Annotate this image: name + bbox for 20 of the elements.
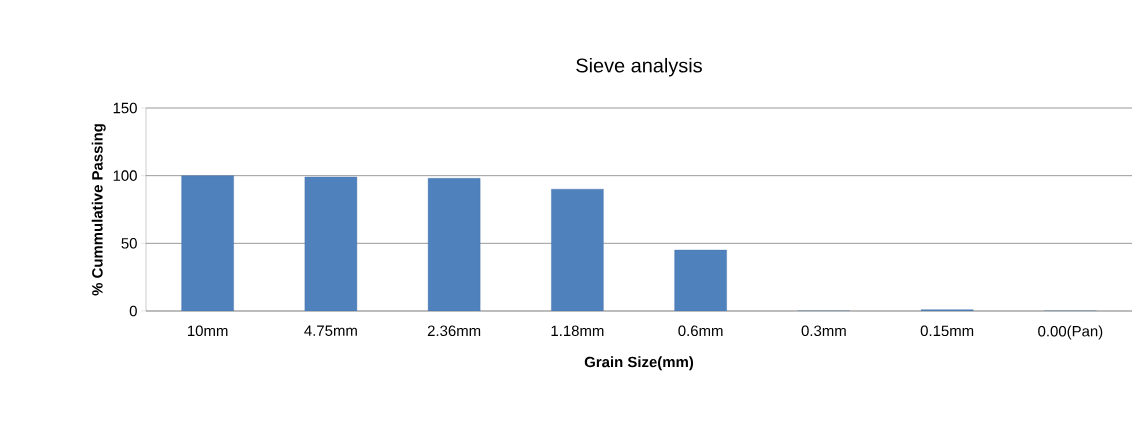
y-axis-title: % Cummulative Passing	[91, 124, 106, 296]
bar	[304, 176, 358, 311]
chart-title: Sieve analysis	[576, 57, 702, 77]
bar	[551, 189, 604, 311]
x-tick-label: 1.18mm	[551, 325, 604, 337]
x-tick-label: 2.36mm	[427, 325, 481, 337]
bar	[674, 249, 727, 311]
y-tick-label: 150	[113, 102, 137, 114]
x-axis-title: Grain Size(mm)	[584, 356, 694, 371]
y-tick-label: 100	[113, 170, 137, 181]
x-tick-label: 10mm	[188, 325, 228, 337]
x-tick-label: 0.15mm	[920, 325, 974, 337]
x-tick-label: 4.75mm	[304, 325, 357, 336]
y-tick-label: 50	[121, 238, 137, 249]
x-tick-label: 0.3mm	[801, 325, 846, 337]
x-tick-label: 0.6mm	[678, 325, 723, 337]
x-tick-label: 0.00(Pan)	[1038, 325, 1103, 340]
bar	[427, 178, 481, 311]
y-tick-label: 0	[129, 305, 137, 317]
bar	[181, 175, 234, 311]
